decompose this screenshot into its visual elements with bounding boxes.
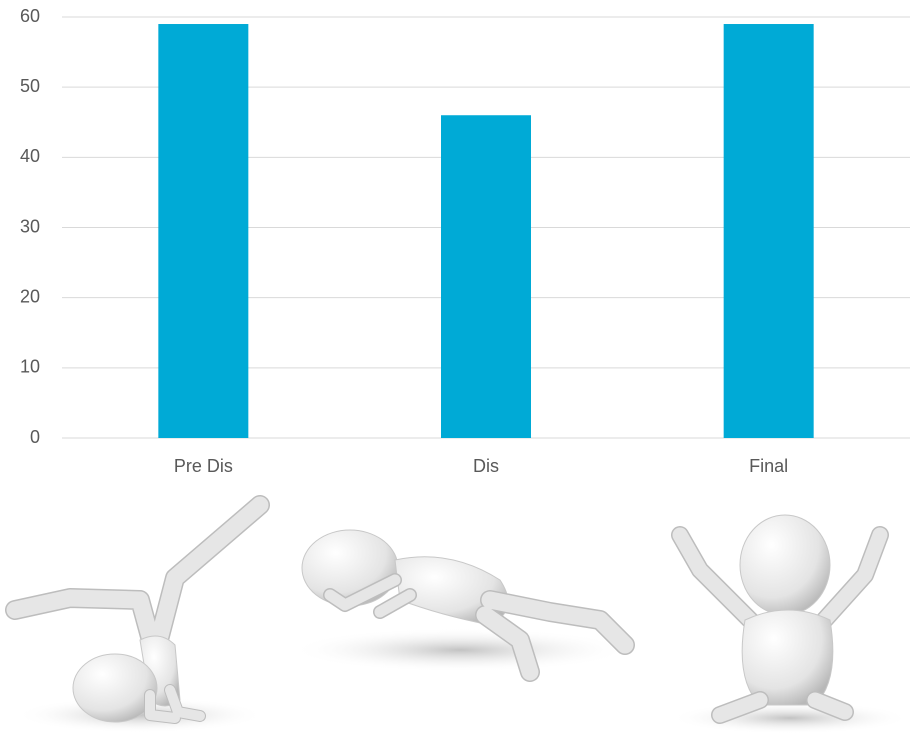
y-tick-label: 20 [20,286,40,306]
y-tick-label: 60 [20,6,40,26]
plot-area: 0 10 20 30 40 50 60 Pre Dis Dis Final [20,6,910,476]
figure-cheering [670,514,910,734]
figure-handstand [5,495,270,733]
x-tick-label: Pre Dis [174,456,233,476]
figure-lying [290,529,635,682]
y-tick-label: 10 [20,357,40,377]
y-tick-label: 40 [20,146,40,166]
y-tick-label: 50 [20,76,40,96]
x-tick-label: Final [749,456,788,476]
y-tick-label: 30 [20,216,40,236]
bar [723,24,814,439]
x-tick-label: Dis [473,456,499,476]
bar [158,24,249,439]
bar [441,115,531,438]
y-tick-label: 0 [30,427,40,447]
